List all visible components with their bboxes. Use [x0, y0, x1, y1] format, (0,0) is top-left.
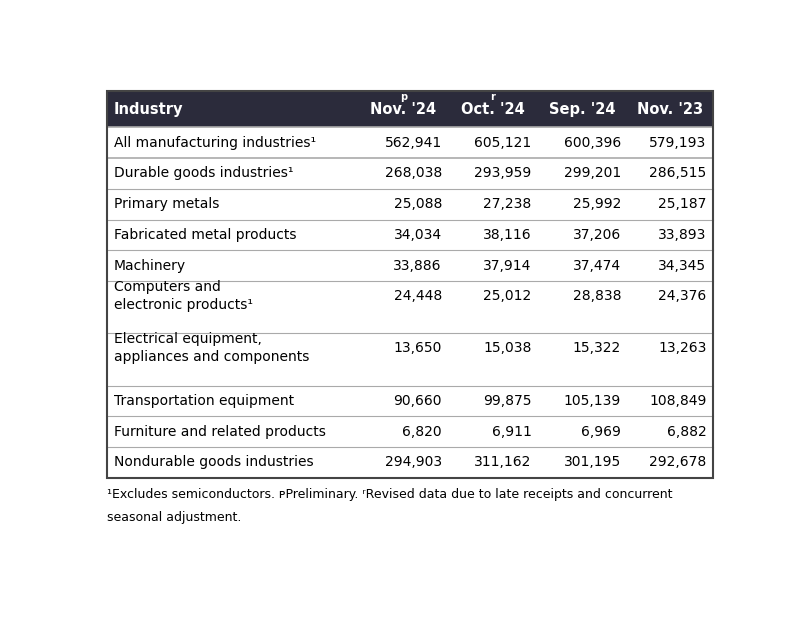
Text: 301,195: 301,195 [564, 456, 621, 469]
Text: All manufacturing industries¹: All manufacturing industries¹ [114, 136, 316, 150]
Text: 6,969: 6,969 [581, 425, 621, 439]
Text: Transportation equipment: Transportation equipment [114, 394, 294, 408]
Text: 25,088: 25,088 [394, 197, 442, 211]
Text: Industry: Industry [114, 102, 183, 117]
Bar [107, 447, 713, 478]
Text: Fabricated metal products: Fabricated metal products [114, 228, 296, 242]
Bar [107, 91, 713, 127]
Text: seasonal adjustment.: seasonal adjustment. [107, 512, 242, 525]
Text: 25,012: 25,012 [483, 289, 531, 303]
Text: Sep. '24: Sep. '24 [550, 102, 616, 117]
Text: 25,992: 25,992 [573, 197, 621, 211]
Text: 294,903: 294,903 [385, 456, 442, 469]
Text: Durable goods industries¹: Durable goods industries¹ [114, 167, 293, 180]
Text: p: p [400, 92, 407, 102]
Text: ¹Excludes semiconductors. ᴘPreliminary. ʳRevised data due to late receipts and c: ¹Excludes semiconductors. ᴘPreliminary. … [107, 489, 673, 502]
Text: 6,911: 6,911 [492, 425, 531, 439]
Text: 37,206: 37,206 [573, 228, 621, 242]
Bar [107, 158, 713, 189]
Text: 34,345: 34,345 [658, 259, 706, 273]
Text: 90,660: 90,660 [394, 394, 442, 408]
Bar [107, 334, 713, 386]
Text: 33,886: 33,886 [394, 259, 442, 273]
Text: Primary metals: Primary metals [114, 197, 219, 211]
Text: 293,959: 293,959 [474, 167, 531, 180]
Bar [107, 386, 713, 416]
Bar [107, 189, 713, 219]
Text: 268,038: 268,038 [385, 167, 442, 180]
Text: 99,875: 99,875 [483, 394, 531, 408]
Text: 24,448: 24,448 [394, 289, 442, 303]
Text: 34,034: 34,034 [394, 228, 442, 242]
Text: Nov. '24: Nov. '24 [370, 102, 437, 117]
Text: Oct. '24: Oct. '24 [461, 102, 525, 117]
Text: 579,193: 579,193 [649, 136, 706, 150]
Text: Furniture and related products: Furniture and related products [114, 425, 326, 439]
Text: 562,941: 562,941 [385, 136, 442, 150]
Text: 299,201: 299,201 [564, 167, 621, 180]
Bar [107, 219, 713, 250]
Bar [107, 281, 713, 334]
Text: 6,882: 6,882 [666, 425, 706, 439]
Text: Nov. '23: Nov. '23 [637, 102, 703, 117]
Text: 600,396: 600,396 [564, 136, 621, 150]
Text: 105,139: 105,139 [564, 394, 621, 408]
Text: Machinery: Machinery [114, 259, 186, 273]
Text: 605,121: 605,121 [474, 136, 531, 150]
Text: 24,376: 24,376 [658, 289, 706, 303]
Bar [107, 127, 713, 158]
Text: 15,038: 15,038 [483, 341, 531, 355]
Text: 286,515: 286,515 [649, 167, 706, 180]
Text: 13,263: 13,263 [658, 341, 706, 355]
Text: 38,116: 38,116 [483, 228, 531, 242]
Bar [107, 91, 713, 478]
Bar [107, 250, 713, 281]
Text: Electrical equipment,
appliances and components: Electrical equipment, appliances and com… [114, 332, 309, 364]
Text: 311,162: 311,162 [474, 456, 531, 469]
Text: 37,914: 37,914 [483, 259, 531, 273]
Text: 25,187: 25,187 [658, 197, 706, 211]
Text: 13,650: 13,650 [394, 341, 442, 355]
Text: 28,838: 28,838 [573, 289, 621, 303]
Text: Nondurable goods industries: Nondurable goods industries [114, 456, 314, 469]
Text: 292,678: 292,678 [649, 456, 706, 469]
Text: r: r [490, 92, 495, 102]
Text: 108,849: 108,849 [649, 394, 706, 408]
Text: 33,893: 33,893 [658, 228, 706, 242]
Text: Computers and
electronic products¹: Computers and electronic products¹ [114, 280, 253, 312]
Text: 15,322: 15,322 [573, 341, 621, 355]
Text: 37,474: 37,474 [573, 259, 621, 273]
Bar [107, 416, 713, 447]
Text: 27,238: 27,238 [483, 197, 531, 211]
Text: 6,820: 6,820 [402, 425, 442, 439]
